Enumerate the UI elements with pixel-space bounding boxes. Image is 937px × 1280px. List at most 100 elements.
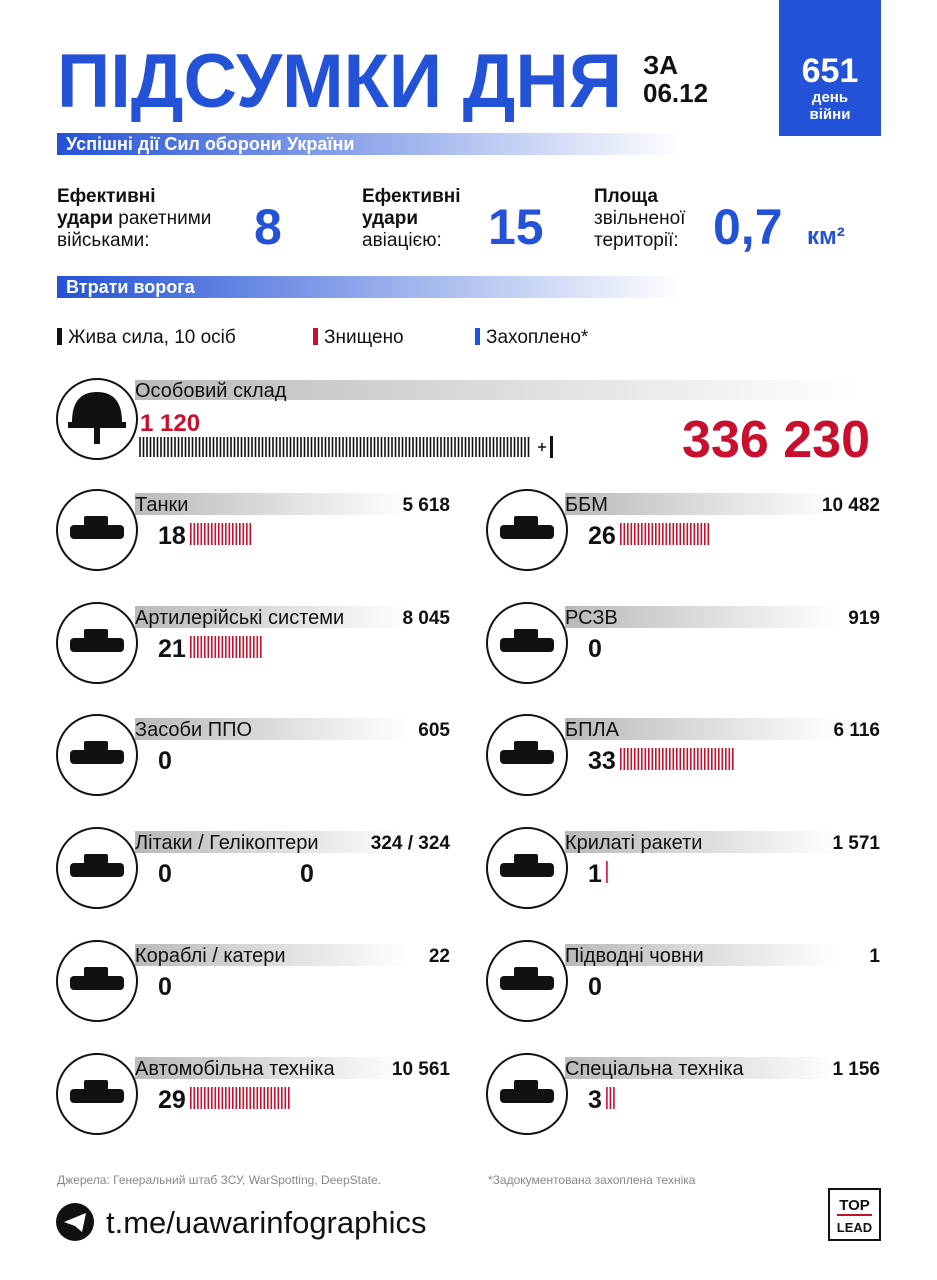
daily-value: 18: [158, 522, 186, 550]
stat-text: удари: [57, 208, 113, 229]
item-label: РСЗВ: [565, 607, 618, 629]
logo-text: TOP: [839, 1197, 870, 1214]
item-label: Танки: [135, 494, 188, 516]
daily-value: 29: [158, 1086, 186, 1114]
item-total: 1: [869, 946, 880, 967]
personnel-daily: 1 120: [140, 410, 200, 437]
item-total: 8 045: [402, 608, 450, 629]
item-total: 6 116: [834, 720, 881, 741]
label-bar: [135, 380, 860, 400]
icon-shape: [514, 629, 538, 639]
icon-shape: [70, 750, 124, 764]
item-total: 10 482: [822, 495, 880, 516]
footnote: *Задокументована захоплена техніка: [488, 1173, 696, 1187]
stat-text: удари ракетними: [57, 208, 211, 229]
stat-text: території:: [594, 230, 679, 251]
title: ПІДСУМКИ ДНЯ: [57, 39, 622, 124]
item-label: Артилерійські системи: [135, 607, 344, 629]
item-label: Кораблі / катери: [135, 945, 286, 967]
legend-swatch: [57, 328, 62, 345]
label-bar: [135, 831, 410, 853]
item-total: 919: [848, 608, 880, 629]
label-bar: [565, 1057, 840, 1079]
date: 06.12: [643, 78, 708, 108]
item-total: 1 156: [832, 1059, 880, 1080]
icon-shape: [514, 854, 538, 864]
personnel-total: 336 230: [682, 411, 870, 469]
item-total: 5 618: [402, 495, 450, 516]
item-label: Автомобільна техніка: [135, 1058, 335, 1080]
icon-shape: [84, 741, 108, 751]
item-label: Спеціальна техніка: [565, 1058, 745, 1080]
channel: t.me/uawarinfographics: [106, 1205, 427, 1240]
stat-text: звільненої: [594, 208, 686, 229]
daily-value: 3: [588, 1086, 602, 1114]
daily-value: 26: [588, 522, 616, 550]
stat-text: військами:: [57, 230, 150, 251]
figure: [550, 436, 553, 458]
item-total: 22: [429, 946, 450, 967]
item-total: 605: [418, 720, 450, 741]
label-bar: [135, 718, 410, 740]
daily-value: 0: [158, 860, 172, 888]
item-label: Особовий склад: [135, 380, 287, 402]
stat-text: удари: [362, 208, 418, 229]
icon-shape: [514, 741, 538, 751]
daily-value: 0: [588, 973, 602, 1001]
day-label: війни: [810, 106, 851, 123]
daily-value: 0: [588, 635, 602, 663]
label-bar: [135, 493, 410, 515]
label-bar: [565, 493, 840, 515]
item-total: 1 571: [832, 833, 880, 854]
daily-value: 0: [158, 747, 172, 775]
section-bar: [57, 133, 682, 155]
item-total: 10 561: [392, 1059, 451, 1080]
stat-text: Ефективні: [362, 186, 461, 207]
icon-shape: [500, 638, 554, 652]
daily-value: 0: [300, 860, 314, 888]
icon-helmet: [68, 392, 126, 444]
item-total: 324 / 324: [371, 833, 451, 854]
icon-shape: [514, 516, 538, 526]
stat-text: авіацією:: [362, 230, 442, 251]
label-bar: [565, 944, 840, 966]
label-bar: [135, 1057, 410, 1079]
date-prefix: ЗА: [643, 50, 678, 80]
icon-shape: [70, 525, 124, 539]
icon-shape: [70, 1089, 124, 1103]
legend-label: Жива сила, 10 осіб: [68, 327, 236, 348]
telegram-plane: [64, 1213, 86, 1232]
legend-swatch: [475, 328, 480, 345]
legend-swatch: [313, 328, 318, 345]
icon-shape: [70, 863, 124, 877]
icon-shape: [500, 863, 554, 877]
daily-value: 33: [588, 747, 616, 775]
icon-shape: [500, 976, 554, 990]
sources: Джерела: Генеральний штаб ЗСУ, WarSpotti…: [57, 1173, 381, 1187]
item-label: Крилаті ракети: [565, 832, 702, 854]
icon-shape: [84, 516, 108, 526]
icon-shape: [84, 1080, 108, 1090]
daily-value: 1: [588, 860, 602, 888]
legend-label: Захоплено*: [486, 327, 589, 348]
day-number: 651: [802, 52, 859, 90]
label-bar: [135, 944, 410, 966]
icon-shape: [500, 750, 554, 764]
daily-value: 21: [158, 635, 186, 663]
item-label: Підводні човни: [565, 945, 704, 967]
icon-shape: [514, 1080, 538, 1090]
icon-shape: [500, 525, 554, 539]
section-bar: [57, 276, 682, 298]
stat-value: 0,7: [713, 199, 783, 255]
section-heading: Втрати ворога: [66, 277, 196, 297]
item-label: ББМ: [565, 494, 608, 516]
stat-value: 15: [488, 199, 544, 255]
daily-value: 0: [158, 973, 172, 1001]
day-label: день: [812, 89, 848, 106]
icon-shape: [84, 854, 108, 864]
icon-shape: [500, 1089, 554, 1103]
legend-label: Знищено: [324, 327, 404, 348]
stat-value: 8: [254, 199, 282, 255]
icon-shape: [514, 967, 538, 977]
